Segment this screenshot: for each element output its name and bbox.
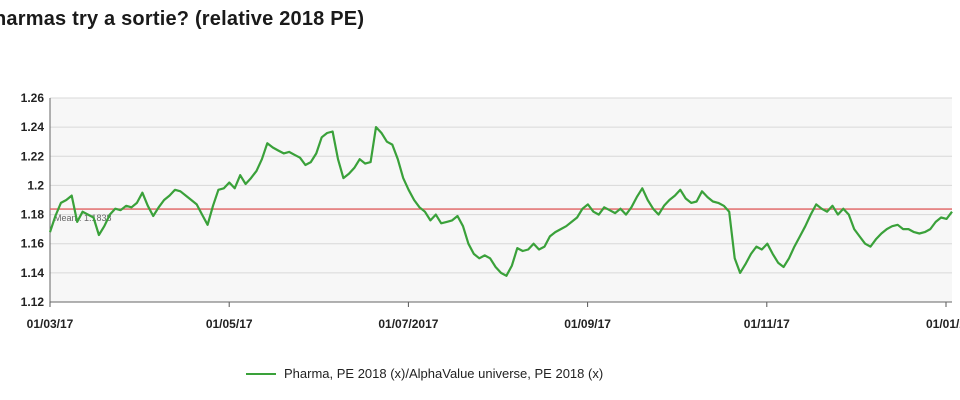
chart-legend: Pharma, PE 2018 (x)/AlphaValue universe,… (246, 366, 603, 381)
series-line (48, 125, 953, 277)
y-tick-label: 1.18 (21, 208, 45, 222)
y-tick-label: 1.14 (21, 266, 45, 280)
y-tick-label: 1.16 (21, 237, 45, 251)
x-tick-label: 01/05/17 (206, 317, 253, 331)
y-tick-label: 1.2 (27, 178, 44, 192)
y-tick-label: 1.22 (21, 149, 45, 163)
x-tick-label: 01/11/17 (744, 317, 790, 331)
y-tick-label: 1.12 (21, 295, 45, 309)
x-tick-label: 01/07/2017 (378, 317, 438, 331)
plot-area (50, 98, 952, 302)
y-tick-label: 1.26 (21, 91, 45, 105)
mean-label: Mean : 1.1838 (54, 213, 112, 223)
x-tick-label: 01/03/17 (27, 317, 74, 331)
legend-label: Pharma, PE 2018 (x)/AlphaValue universe,… (284, 366, 604, 381)
x-tick-label: 01/01/2 (926, 317, 960, 331)
chart-title: harmas try a sortie? (relative 2018 PE) (0, 8, 365, 30)
x-tick-label: 01/09/17 (564, 317, 611, 331)
y-tick-label: 1.24 (21, 120, 45, 134)
legend-swatch (246, 372, 276, 375)
